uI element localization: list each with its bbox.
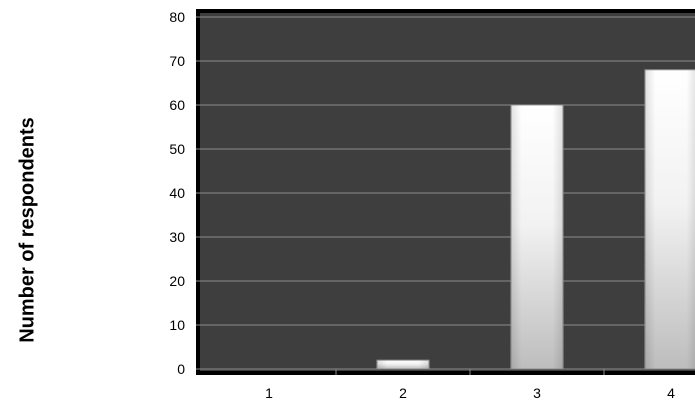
bar [644,69,695,370]
x-tick-label: 2 [399,385,407,400]
plot-area [200,13,695,371]
y-tick-label: 50 [169,141,185,157]
bar-shade [511,105,563,369]
y-tick-label: 10 [169,317,185,333]
y-tick-label: 30 [169,229,185,245]
y-tick-label: 80 [169,9,185,25]
bar-shade [377,360,429,369]
bar [376,359,430,370]
x-tick-label: 3 [533,385,541,400]
y-tick-label: 0 [177,361,185,377]
x-tick-label: 1 [265,385,273,400]
y-tick-label: 60 [169,97,185,113]
x-tick-label: 4 [667,385,675,400]
y-axis-title: Number of respondents [16,117,39,343]
bar-shade [645,69,695,370]
bar [510,104,564,370]
y-tick-label: 40 [169,185,185,201]
y-tick-label: 70 [169,53,185,69]
y-tick-label: 20 [169,273,185,289]
